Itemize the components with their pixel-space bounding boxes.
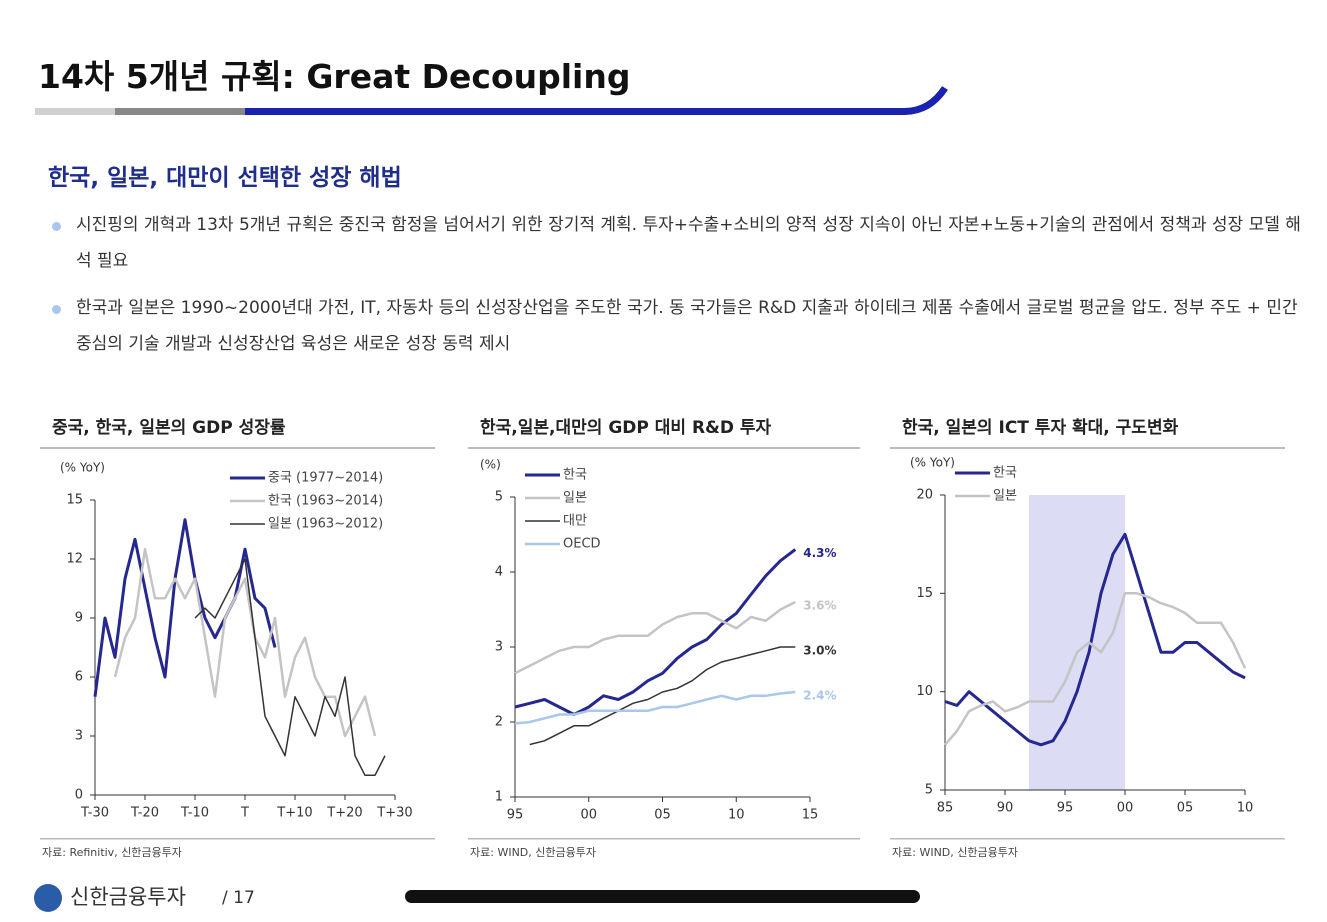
series-line (944, 592, 1247, 746)
legend-label: 일본 (1963~2012) (268, 517, 383, 532)
x-tick-label: 85 (937, 801, 954, 816)
series-line (944, 532, 1246, 747)
source: 자료: WIND, 신한금융투자 (470, 846, 596, 859)
x-tick-label: 00 (1117, 801, 1134, 816)
legend-label: 한국 (1963~2014) (268, 494, 383, 509)
panel-rule (890, 838, 1285, 840)
panel-rule (468, 447, 860, 449)
source: 자료: Refinitiv, 신한금융투자 (42, 846, 182, 859)
panel-rule (40, 838, 435, 840)
x-tick-label: 05 (1177, 801, 1194, 816)
legend-label: 일본 (993, 489, 1017, 504)
x-tick-label: T+30 (376, 806, 412, 821)
y-tick-label: 0 (75, 788, 83, 803)
y-tick-label: 4 (495, 565, 503, 580)
y-tick-label: 5 (925, 783, 933, 798)
panel-rule (468, 838, 860, 840)
legend-label: OECD (563, 537, 601, 552)
y-tick-label: 15 (916, 586, 933, 601)
x-tick-label: 95 (1057, 801, 1074, 816)
series-line (514, 548, 797, 716)
legend-label: 일본 (563, 491, 587, 506)
y-tick-label: 3 (495, 640, 503, 655)
y-tick-label: 6 (75, 670, 83, 685)
y-tick-label: 5 (495, 490, 503, 505)
series-line (529, 646, 796, 746)
series-line (194, 558, 386, 777)
x-tick-label: T+10 (276, 806, 312, 821)
x-tick-label: T-10 (180, 806, 209, 821)
y-tick-label: 9 (75, 611, 83, 626)
slide-title: 14차 5개년 규획: Great Decoupling (38, 57, 631, 96)
panel-rule (890, 447, 1285, 449)
page-number: / 17 (222, 888, 255, 908)
x-tick-label: T+20 (326, 806, 362, 821)
chart-title: 한국,일본,대만의 GDP 대비 R&D 투자 (480, 418, 772, 438)
x-tick-label: T (240, 806, 249, 821)
series-line (113, 547, 377, 738)
value-label: 3.6% (803, 599, 836, 613)
series-line (93, 518, 277, 697)
panel-rule (40, 447, 435, 449)
series-line (514, 600, 796, 675)
legend-label: 대만 (563, 514, 587, 529)
highlight-band (1029, 495, 1125, 790)
x-tick-label: 00 (580, 808, 597, 823)
x-tick-label: T-30 (80, 806, 109, 821)
x-tick-label: 95 (507, 808, 524, 823)
bullet-dot (52, 305, 61, 314)
x-tick-label: 90 (997, 801, 1014, 816)
y-axis-label: (% YoY) (910, 456, 955, 470)
value-label: 2.4% (803, 689, 836, 703)
legend-label: 한국 (993, 466, 1017, 481)
value-label: 4.3% (803, 546, 836, 560)
x-tick-label: T-20 (130, 806, 159, 821)
x-tick-label: 10 (1237, 801, 1254, 816)
x-tick-label: 15 (802, 808, 819, 823)
bullet-dot (52, 222, 61, 231)
y-tick-label: 2 (495, 715, 503, 730)
title-underline (35, 85, 948, 115)
value-label: 3.0% (803, 644, 836, 658)
y-tick-label: 12 (66, 552, 83, 567)
bullet-text: 한국과 일본은 1990~2000년대 가전, IT, 자동차 등의 신성장산업… (76, 298, 1298, 354)
y-tick-label: 15 (66, 493, 83, 508)
chart-title: 중국, 한국, 일본의 GDP 성장률 (52, 418, 286, 438)
series-line (514, 690, 796, 725)
chart-title: 한국, 일본의 ICT 투자 확대, 구도변화 (902, 418, 1179, 438)
footer-brand: 신한금융투자 (70, 885, 186, 909)
x-tick-label: 10 (728, 808, 745, 823)
y-axis-label: (%) (480, 458, 501, 472)
y-tick-label: 10 (916, 684, 933, 699)
x-tick-label: 05 (654, 808, 671, 823)
y-tick-label: 20 (916, 488, 933, 503)
y-tick-label: 1 (495, 790, 503, 805)
legend-label: 한국 (563, 468, 587, 483)
bullet-text: 시진핑의 개혁과 13차 5개년 규획은 중진국 함정을 넘어서기 위한 장기적… (76, 215, 1301, 271)
legend-label: 중국 (1977~2014) (268, 471, 383, 486)
section-heading: 한국, 일본, 대만이 선택한 성장 해법 (48, 165, 402, 191)
source: 자료: WIND, 신한금융투자 (892, 846, 1018, 859)
y-tick-label: 3 (75, 729, 83, 744)
y-axis-label: (% YoY) (60, 461, 105, 475)
